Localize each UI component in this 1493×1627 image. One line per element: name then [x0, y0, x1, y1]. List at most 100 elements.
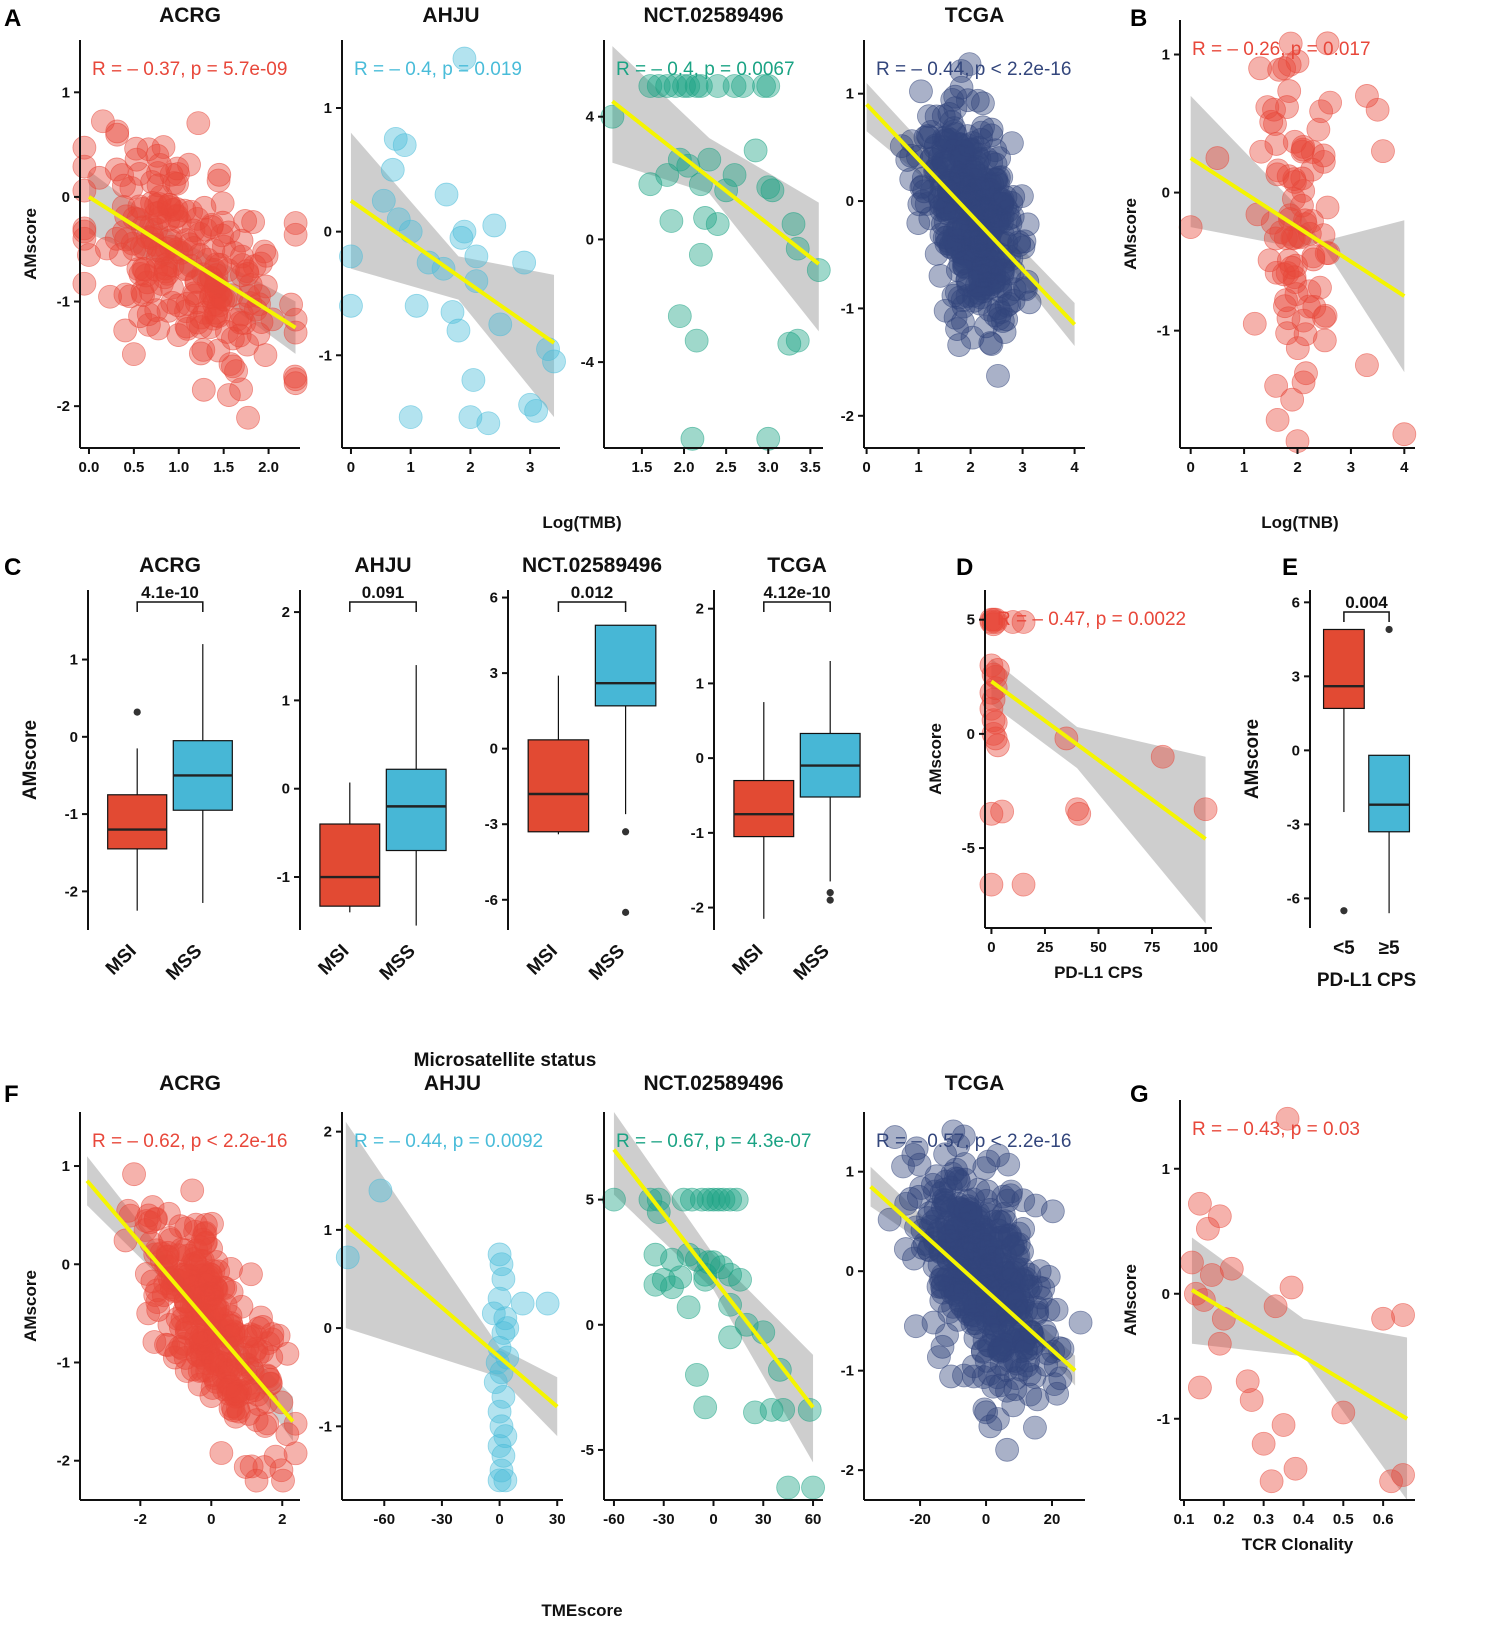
data-point	[449, 225, 474, 250]
data-point	[1011, 610, 1036, 634]
data-point	[971, 255, 996, 280]
data-point	[718, 1325, 742, 1350]
data-point	[131, 256, 156, 281]
data-point	[1278, 31, 1303, 56]
y-tick-label: 1	[846, 1164, 854, 1181]
data-point	[77, 243, 101, 267]
data-point	[760, 178, 785, 203]
x-tick-label: 75	[1144, 939, 1161, 956]
y-tick-label: 0	[62, 189, 70, 206]
regression-line	[990, 679, 1207, 841]
data-point	[1283, 1456, 1308, 1481]
x-tick-label: 0.5	[123, 459, 144, 476]
data-point	[1199, 1263, 1224, 1287]
data-point	[1251, 1431, 1276, 1456]
data-point	[242, 254, 267, 279]
y-tick-label: 1	[324, 1222, 332, 1239]
data-point	[771, 1397, 796, 1422]
y-tick-label: 0	[62, 1256, 70, 1273]
data-point	[955, 133, 980, 157]
y-tick-label: -5	[581, 1442, 594, 1459]
data-point	[271, 1468, 295, 1493]
data-point	[512, 250, 537, 275]
data-point	[185, 310, 210, 335]
data-point	[979, 117, 1004, 142]
data-point	[1277, 79, 1302, 103]
y-tick-label: -3	[485, 816, 498, 833]
data-point	[179, 199, 203, 224]
data-point	[969, 127, 993, 152]
data-point	[949, 75, 974, 100]
x-tick-label: 2	[466, 459, 474, 476]
data-point	[969, 120, 994, 145]
data-point	[176, 1263, 201, 1288]
chart-title: ACRG	[159, 1072, 221, 1095]
chart-f-nct-02589496: NCT.02589496 R = – 0.67, p = 4.3e-07 -60 -3…	[581, 1072, 825, 1528]
data-point	[962, 225, 987, 250]
data-point	[990, 799, 1015, 824]
data-point	[180, 1178, 205, 1203]
data-point	[188, 341, 213, 366]
data-point	[722, 74, 747, 98]
data-point	[72, 226, 97, 251]
data-point	[493, 1468, 518, 1493]
data-point	[144, 201, 169, 226]
x-tick-label: 25	[1037, 939, 1054, 956]
data-point	[1007, 230, 1032, 255]
x-tick-label: 30	[755, 1511, 772, 1528]
data-point	[1249, 139, 1274, 164]
y-tick-label: 3	[1292, 668, 1300, 685]
data-point	[936, 153, 961, 178]
data-point	[464, 244, 489, 269]
data-point	[1264, 260, 1289, 285]
panel-letter-d: D	[956, 554, 973, 581]
data-point	[134, 263, 159, 288]
data-point	[1207, 1204, 1232, 1229]
p-value-label: 4.1e-10	[141, 583, 199, 602]
data-point	[1011, 235, 1036, 260]
x-tick-label: 0	[862, 459, 870, 476]
data-point	[943, 84, 968, 109]
data-point	[728, 1267, 752, 1292]
correlation-stat: R = – 0.44, p = 0.0092	[354, 1131, 543, 1152]
y-tick-label: -1	[1157, 323, 1170, 340]
x-tick-label: 0	[1187, 459, 1195, 476]
x-tick-label: 0	[987, 939, 995, 956]
data-point	[279, 292, 303, 317]
chart-f-ahju: AHJU R = – 0.44, p = 0.0092 -60 -30 0 30 -1 0 1 2	[319, 1072, 566, 1528]
data-point	[660, 1275, 684, 1300]
correlation-stat: R = – 0.57, p < 2.2e-16	[876, 1131, 1071, 1152]
data-point	[979, 332, 1004, 356]
data-point	[239, 1454, 264, 1479]
data-point	[927, 185, 952, 210]
x-tick-label: 0.2	[1213, 1511, 1234, 1528]
confidence-band	[345, 1121, 558, 1437]
data-point	[201, 306, 226, 331]
data-point	[335, 1245, 360, 1270]
x-tick-label: -20	[909, 1511, 931, 1528]
data-point	[452, 46, 477, 71]
data-point	[951, 309, 975, 334]
x-tick-label: 2	[1293, 459, 1301, 476]
category-label: MSS	[376, 941, 420, 985]
x-axis-label: PD-L1 CPS	[1317, 970, 1416, 991]
chart-e-main: <5 ≥5 0.004 PD-L1 CPS -6 -3 0 3 6 AMscore	[1242, 590, 1416, 991]
panel-letter-f: F	[4, 1081, 19, 1108]
outlier-point	[622, 828, 630, 836]
data-point	[948, 252, 973, 276]
data-point	[380, 157, 405, 182]
significance-bracket	[763, 601, 831, 612]
x-tick-label: -30	[653, 1511, 675, 1528]
data-point	[705, 74, 730, 98]
y-tick-label: 0	[846, 193, 854, 210]
data-point	[722, 163, 747, 187]
data-point	[1355, 353, 1379, 378]
p-value-label: 0.012	[571, 583, 614, 602]
y-axis-label: AMscore	[20, 720, 41, 800]
y-tick-label: -4	[581, 354, 595, 371]
data-point	[186, 111, 211, 136]
outlier-point	[622, 908, 630, 916]
data-point	[1285, 49, 1310, 74]
y-tick-label: -6	[485, 892, 498, 909]
y-tick-label: -3	[1287, 816, 1300, 833]
